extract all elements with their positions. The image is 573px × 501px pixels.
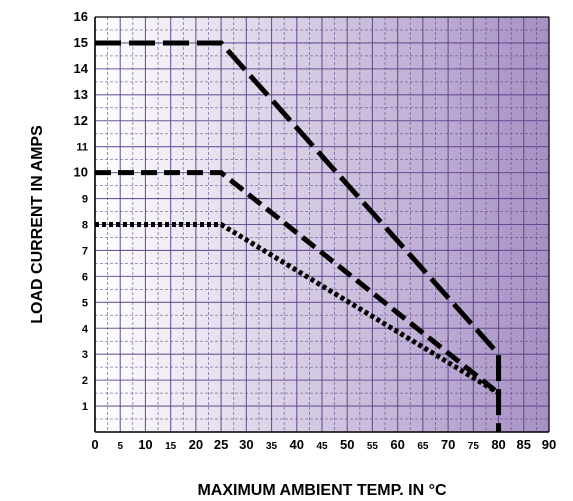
y-tick-label: 13 xyxy=(74,87,88,102)
x-tick-label: 25 xyxy=(214,437,228,452)
y-tick-label: 1 xyxy=(82,401,88,413)
axes xyxy=(94,16,550,433)
y-tick-label: 9 xyxy=(82,194,88,206)
x-tick-label: 85 xyxy=(517,437,531,452)
y-tick-label: 4 xyxy=(82,323,89,335)
x-tick-label: 35 xyxy=(266,441,278,452)
x-tick-label: 90 xyxy=(542,437,556,452)
grid xyxy=(94,16,550,433)
y-tick-label: 10 xyxy=(74,165,88,180)
x-tick-label: 40 xyxy=(290,437,304,452)
x-tick-label: 10 xyxy=(138,437,152,452)
series-line-3 xyxy=(95,222,500,396)
y-tick-label: 3 xyxy=(82,349,88,361)
x-tick-label: 75 xyxy=(468,441,480,452)
x-tick-label: 20 xyxy=(189,437,203,452)
y-tick-label: 15 xyxy=(74,35,88,50)
x-tick-label: 70 xyxy=(441,437,455,452)
y-tick-label: 14 xyxy=(74,61,89,76)
x-tick-label: 50 xyxy=(340,437,354,452)
x-tick-label: 65 xyxy=(417,441,429,452)
y-tick-label: 7 xyxy=(82,245,88,257)
x-tick-label: 5 xyxy=(117,441,123,452)
y-tick-label: 12 xyxy=(74,113,88,128)
x-tick-label: 0 xyxy=(91,437,98,452)
y-tick-label: 11 xyxy=(76,142,88,154)
y-tick-label: 2 xyxy=(82,375,88,387)
y-axis-title: LOAD CURRENT IN AMPS xyxy=(29,125,46,324)
x-tick-label: 80 xyxy=(491,437,505,452)
x-tick-label: 30 xyxy=(239,437,253,452)
x-tick-label: 45 xyxy=(316,441,328,452)
y-tick-label: 6 xyxy=(82,271,88,283)
x-tick-label: 60 xyxy=(390,437,404,452)
y-tick-label: 8 xyxy=(82,220,88,232)
x-axis-title: MAXIMUM AMBIENT TEMP. IN °C xyxy=(197,482,447,499)
series-layer xyxy=(95,40,502,432)
x-tick-label: 15 xyxy=(165,441,177,452)
y-tick-label: 16 xyxy=(74,9,88,24)
y-tick-label: 5 xyxy=(82,297,88,309)
series-line-2 xyxy=(95,170,501,396)
x-tick-label: 55 xyxy=(367,441,379,452)
